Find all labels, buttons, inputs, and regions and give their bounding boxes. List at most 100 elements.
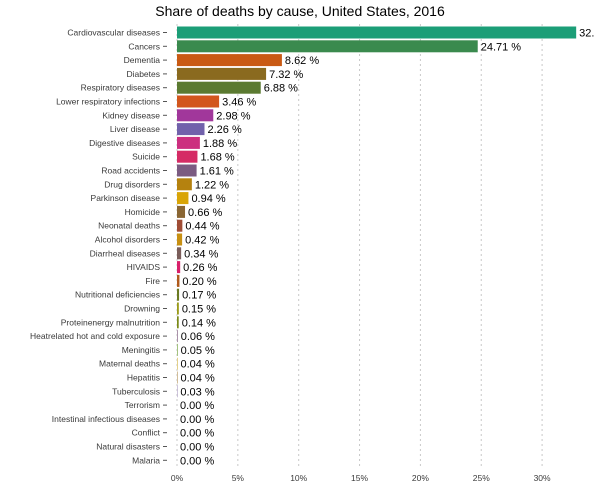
bar (177, 288, 180, 301)
value-label: 1.68 % (200, 152, 234, 164)
value-label: 0.00 % (180, 442, 214, 454)
x-tick-label: 15% (351, 473, 368, 483)
x-tick-label: 0% (171, 473, 184, 483)
category-label: Tuberculosis (112, 386, 160, 396)
bar (177, 136, 200, 149)
category-label: Proteinenergy malnutrition (61, 317, 160, 327)
value-label: 1.88 % (203, 138, 237, 150)
category-label: Respiratory diseases (81, 83, 160, 93)
x-axis-ticks: 0% 5% 10% 15% 20% 25% 30% (171, 473, 551, 483)
bar (177, 330, 178, 343)
category-label: Parkinson disease (91, 193, 161, 203)
value-label: 0.06 % (181, 331, 215, 343)
category-label: Dementia (124, 55, 161, 65)
category-label: Lower respiratory infections (56, 97, 160, 107)
value-label: 2.98 % (216, 110, 250, 122)
value-label: 0.04 % (180, 359, 214, 371)
category-label: Maternal deaths (99, 359, 160, 369)
bar (177, 109, 214, 122)
category-label: Cancers (128, 41, 160, 51)
value-labels: 32. 24.71 % 8.62 % 7.32 % 6.88 % 3.46 %2.98 %… (180, 28, 594, 468)
category-label: Diabetes (126, 69, 160, 79)
bar (177, 274, 180, 287)
value-label: 0.14 % (182, 317, 216, 329)
value-label: 3.46 % (222, 97, 256, 109)
value-label: 32. (579, 28, 594, 40)
category-label: Suicide (132, 152, 160, 162)
bar (177, 81, 261, 94)
bar (177, 164, 197, 177)
bar (177, 343, 178, 356)
value-label: 0.20 % (182, 276, 216, 288)
category-label: Neonatal deaths (98, 221, 160, 231)
value-label: 0.00 % (180, 455, 214, 467)
category-label: Conflict (132, 428, 161, 438)
value-label: 0.05 % (181, 345, 215, 357)
bar (177, 123, 205, 136)
category-label: Drug disorders (104, 179, 160, 189)
bar (177, 192, 189, 205)
category-label: Malaria (132, 455, 160, 465)
x-tick-label: 25% (473, 473, 490, 483)
bar (177, 95, 220, 108)
bar (177, 178, 192, 191)
category-label: Meningitis (122, 345, 160, 355)
category-label: Digestive diseases (89, 138, 160, 148)
chart-title: Share of deaths by cause, United States,… (155, 3, 445, 19)
value-label: 8.62 % (285, 55, 319, 67)
value-label: 0.26 % (183, 262, 217, 274)
x-tick-label: 20% (412, 473, 429, 483)
category-label: HIVAIDS (127, 262, 161, 272)
bar (177, 150, 198, 163)
category-label: Terrorism (125, 400, 160, 410)
category-label: Drowning (124, 304, 160, 314)
value-label: 1.22 % (195, 179, 229, 191)
category-labels: Cardiovascular diseases Cancers Dementia Di… (30, 28, 167, 465)
value-label: 0.00 % (180, 428, 214, 440)
value-label: 0.44 % (185, 221, 219, 233)
value-label: 7.32 % (269, 69, 303, 81)
value-label: 0.94 % (191, 193, 225, 205)
bar (177, 67, 267, 80)
bar (177, 233, 183, 246)
category-label: Homicide (125, 207, 161, 217)
bar (177, 26, 577, 39)
category-label: Fire (145, 276, 160, 286)
value-label: 0.42 % (185, 235, 219, 247)
value-label: 0.15 % (182, 304, 216, 316)
category-label: Liver disease (110, 124, 160, 134)
bar (177, 54, 282, 67)
value-label: 0.34 % (184, 248, 218, 260)
category-label: Intestinal infectious diseases (52, 414, 160, 424)
category-label: Heatrelated hot and cold exposure (30, 331, 160, 341)
value-label: 6.88 % (264, 83, 298, 95)
category-label: Kidney disease (102, 110, 160, 120)
value-label: 2.26 % (208, 124, 242, 136)
value-label: 0.66 % (188, 207, 222, 219)
x-tick-label: 30% (534, 473, 551, 483)
category-label: Road accidents (101, 166, 160, 176)
bar (177, 316, 179, 329)
bar (177, 261, 181, 274)
bar (177, 40, 478, 53)
value-label: 1.61 % (200, 166, 234, 178)
bar (177, 219, 183, 232)
category-label: Hepatitis (127, 373, 160, 383)
x-tick-label: 5% (232, 473, 245, 483)
category-label: Alcohol disorders (95, 235, 160, 245)
value-label: 0.00 % (180, 400, 214, 412)
value-label: 0.04 % (180, 373, 214, 385)
bars (177, 26, 577, 398)
bar (177, 302, 179, 315)
category-label: Cardiovascular diseases (67, 28, 160, 38)
category-label: Natural disasters (96, 442, 160, 452)
bar (177, 205, 186, 218)
value-label: 24.71 % (481, 41, 522, 53)
value-label: 0.17 % (182, 290, 216, 302)
value-label: 0.03 % (180, 386, 214, 398)
bar (177, 247, 182, 260)
category-label: Diarrheal diseases (90, 248, 160, 258)
category-label: Nutritional deficiencies (75, 290, 160, 300)
value-label: 0.00 % (180, 414, 214, 426)
